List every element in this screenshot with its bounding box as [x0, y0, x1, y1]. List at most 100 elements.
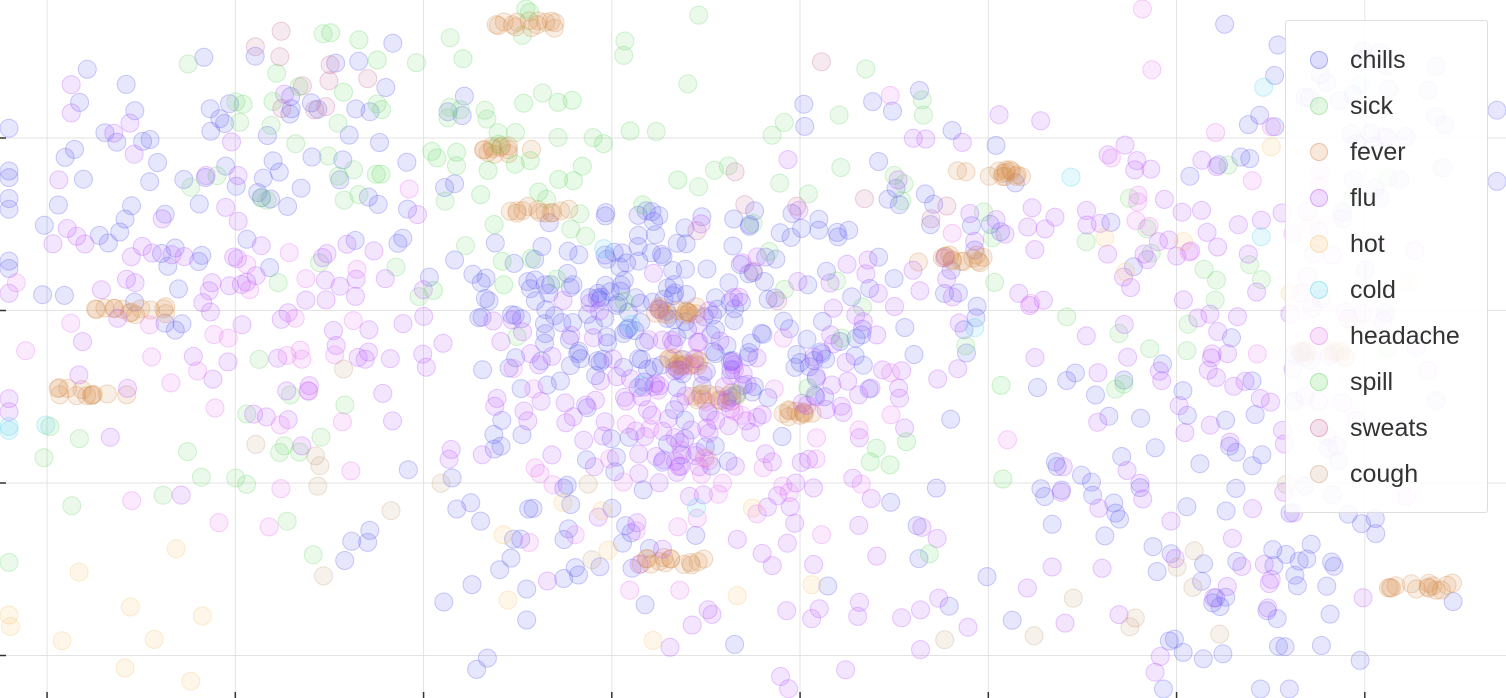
data-point: [689, 5, 709, 25]
legend-item-hot[interactable]: hot: [1286, 221, 1487, 267]
data-point: [0, 259, 19, 278]
data-point: [438, 102, 458, 122]
data-point: [86, 299, 105, 319]
data-point: [398, 199, 417, 219]
data-point: [916, 129, 936, 149]
data-point: [949, 313, 969, 333]
data-point: [367, 50, 387, 70]
data-point: [563, 407, 583, 427]
data-point: [705, 344, 725, 364]
data-point: [848, 606, 868, 626]
data-point: [649, 298, 669, 318]
legend-item-fever[interactable]: fever: [1286, 129, 1487, 175]
data-point: [478, 142, 498, 162]
data-point: [881, 405, 901, 425]
data-point: [804, 351, 824, 371]
data-point: [557, 475, 577, 495]
data-point: [880, 455, 900, 475]
legend-item-spill[interactable]: spill: [1286, 359, 1487, 405]
data-point: [512, 25, 532, 45]
data-point: [499, 358, 519, 378]
data-point: [1031, 479, 1051, 499]
data-point: [625, 321, 645, 340]
data-point: [485, 396, 505, 416]
data-point: [798, 184, 818, 204]
data-point: [717, 335, 737, 355]
data-point: [731, 292, 751, 312]
data-point: [1169, 396, 1189, 416]
data-point: [126, 305, 146, 325]
legend-item-sick[interactable]: sick: [1286, 83, 1487, 129]
data-point: [806, 387, 826, 407]
data-point: [849, 428, 869, 448]
data-point: [797, 395, 817, 415]
data-point: [289, 77, 309, 97]
data-point: [506, 123, 525, 142]
data-point: [1035, 487, 1055, 506]
data-point: [762, 556, 782, 576]
legend-item-headache[interactable]: headache: [1286, 313, 1487, 359]
legend-item-cough[interactable]: cough: [1286, 451, 1487, 497]
data-point: [758, 289, 778, 309]
data-point: [542, 445, 562, 465]
data-point: [318, 146, 338, 166]
data-point: [831, 158, 851, 177]
data-point: [530, 464, 550, 483]
data-point: [366, 164, 386, 184]
data-point: [383, 33, 403, 53]
data-point: [779, 407, 799, 427]
legend-item-cold[interactable]: cold: [1286, 267, 1487, 313]
data-point: [1419, 578, 1439, 598]
data-point: [642, 405, 662, 425]
data-point: [216, 197, 236, 217]
data-point: [582, 550, 602, 570]
data-point: [585, 390, 605, 410]
data-point: [827, 271, 847, 291]
data-point: [1197, 222, 1217, 242]
data-point: [636, 201, 656, 221]
data-point: [889, 378, 909, 398]
data-point: [867, 546, 887, 566]
legend-item-flu[interactable]: flu: [1286, 175, 1487, 221]
data-point: [447, 156, 466, 176]
data-point: [1143, 537, 1163, 557]
legend-item-chills[interactable]: chills: [1286, 37, 1487, 83]
data-point: [98, 233, 118, 253]
legend-item-sweats[interactable]: sweats: [1286, 405, 1487, 451]
data-point: [1192, 200, 1211, 220]
data-point: [142, 347, 162, 367]
data-point: [598, 333, 617, 353]
data-point: [260, 258, 280, 278]
data-point: [724, 288, 743, 308]
data-point: [1216, 410, 1236, 430]
data-point: [694, 448, 714, 468]
data-point: [1159, 631, 1179, 651]
data-point: [701, 456, 721, 476]
data-point: [853, 355, 873, 375]
data-point: [1077, 201, 1096, 220]
data-point: [849, 515, 869, 535]
data-point: [951, 252, 971, 271]
data-point: [0, 199, 19, 219]
data-point: [1042, 514, 1062, 534]
data-point: [727, 586, 747, 606]
data-point: [689, 332, 709, 352]
data-point: [698, 384, 718, 404]
data-point: [447, 142, 467, 162]
data-point: [778, 150, 798, 170]
data-point: [1240, 149, 1260, 169]
data-point: [517, 579, 537, 599]
data-point: [189, 194, 209, 214]
data-point: [991, 222, 1011, 242]
data-point: [1109, 324, 1129, 343]
data-point: [1055, 613, 1075, 633]
data-point: [665, 356, 685, 376]
data-point: [675, 305, 695, 325]
data-point: [183, 346, 203, 366]
data-point: [1086, 385, 1105, 405]
data-point: [1121, 278, 1141, 297]
data-point: [52, 631, 72, 651]
data-point: [1057, 371, 1077, 390]
data-point: [714, 377, 734, 397]
data-point: [344, 160, 364, 180]
